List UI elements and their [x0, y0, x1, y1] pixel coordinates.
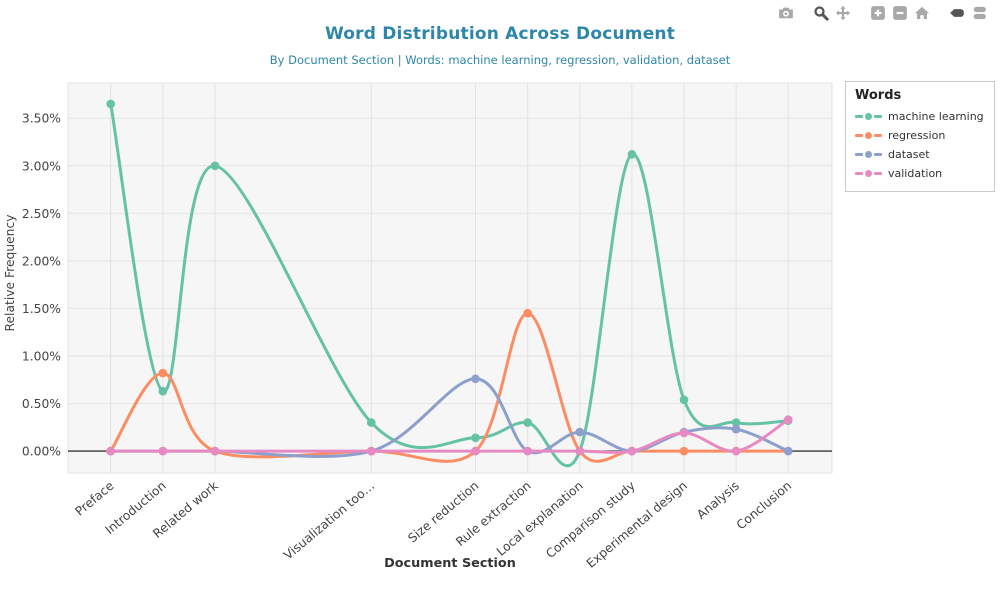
data-point-machine-learning[interactable]: [679, 395, 689, 405]
data-point-validation[interactable]: [106, 446, 115, 456]
y-axis-title: Relative Frequency: [3, 214, 17, 331]
x-tick-label: Visualization too…: [281, 479, 377, 563]
legend-title: Words: [855, 88, 902, 103]
data-point-dataset[interactable]: [575, 427, 585, 437]
modebar-group-dragmode: [810, 5, 854, 21]
x-tick-label: Conclusion: [734, 479, 794, 533]
data-point-machine-learning[interactable]: [158, 386, 168, 396]
y-tick-label: 0.00%: [22, 445, 61, 459]
data-point-validation[interactable]: [627, 446, 637, 456]
data-point-machine-learning[interactable]: [731, 418, 741, 427]
camera-icon: [779, 7, 793, 19]
data-point-dataset[interactable]: [783, 446, 793, 456]
data-point-validation[interactable]: [783, 415, 793, 425]
legend-marker: [855, 169, 882, 178]
modebar-group-zoom: [867, 5, 933, 21]
x-tick-label: Local explanation: [494, 479, 586, 559]
y-tick-label: 0.50%: [22, 397, 61, 411]
data-point-machine-learning[interactable]: [106, 99, 115, 109]
legend-item-label: dataset: [888, 148, 930, 161]
x-tick-label: Analysis: [694, 479, 742, 522]
data-point-validation[interactable]: [158, 446, 168, 456]
x-axis-title: Document Section: [384, 556, 516, 571]
hover-closest-button[interactable]: [946, 5, 968, 21]
data-point-regression[interactable]: [679, 446, 689, 456]
zoom-out-icon: [893, 6, 907, 20]
plotly-modebar: [762, 5, 990, 21]
legend: Words machine learning regression dataset v…: [845, 81, 995, 192]
zoom-in-icon: [871, 6, 885, 20]
legend-marker: [855, 150, 882, 159]
data-point-machine-learning[interactable]: [627, 150, 637, 159]
data-point-machine-learning[interactable]: [210, 161, 220, 171]
data-point-validation[interactable]: [367, 446, 376, 456]
legend-marker: [855, 131, 882, 140]
y-tick-label: 2.50%: [22, 207, 61, 221]
series-line-validation: [109, 418, 790, 454]
zoom-icon: [814, 6, 829, 21]
legend-item-dataset[interactable]: dataset: [855, 145, 984, 164]
data-point-validation[interactable]: [210, 446, 220, 456]
data-point-validation[interactable]: [471, 446, 480, 456]
pan-button[interactable]: [832, 5, 854, 21]
y-tick-label: 1.50%: [22, 302, 61, 316]
chart-title: Word Distribution Across Document: [324, 24, 676, 44]
legend-marker: [855, 112, 882, 121]
zoom-button[interactable]: [810, 5, 832, 21]
hover-closest-icon: [950, 9, 964, 17]
data-point-validation[interactable]: [523, 446, 532, 456]
y-tick-label: 1.00%: [22, 350, 61, 364]
x-tick-label: Experimental design: [584, 479, 690, 571]
plot-area[interactable]: [67, 82, 833, 474]
y-tick-label: 3.00%: [22, 159, 61, 173]
modebar-group-hover: [946, 5, 990, 21]
zoom-out-button[interactable]: [889, 5, 911, 21]
data-point-validation[interactable]: [679, 428, 689, 438]
legend-items: machine learning regression dataset validat…: [855, 107, 984, 183]
x-tick-label: Comparison study: [543, 479, 638, 561]
legend-item-machine-learning[interactable]: machine learning: [855, 107, 984, 126]
data-point-regression[interactable]: [158, 368, 168, 378]
zoom-in-button[interactable]: [867, 5, 889, 21]
pan-icon: [835, 5, 851, 21]
home-icon: [914, 6, 930, 19]
hover-compare-button[interactable]: [968, 5, 990, 21]
hover-compare-icon: [973, 6, 986, 20]
legend-item-regression[interactable]: regression: [855, 126, 984, 145]
data-point-regression[interactable]: [523, 308, 532, 318]
y-tick-label: 2.00%: [22, 254, 61, 268]
legend-item-label: validation: [888, 167, 943, 180]
legend-item-validation[interactable]: validation: [855, 164, 984, 183]
chart-subtitle: By Document Section | Words: machine lea…: [269, 53, 731, 67]
home-button[interactable]: [911, 5, 933, 21]
data-point-dataset[interactable]: [731, 424, 741, 434]
series-line-machine-learning: [109, 102, 790, 468]
x-tick-label: Preface: [73, 479, 117, 519]
data-point-validation[interactable]: [575, 446, 585, 456]
modebar-group-image: [775, 5, 797, 21]
legend-item-label: machine learning: [888, 110, 984, 123]
legend-item-label: regression: [888, 129, 946, 142]
data-point-validation[interactable]: [731, 446, 741, 456]
data-point-dataset[interactable]: [471, 374, 480, 384]
data-point-machine-learning[interactable]: [471, 433, 480, 443]
data-point-machine-learning[interactable]: [523, 418, 532, 427]
data-point-machine-learning[interactable]: [367, 418, 376, 427]
camera-button[interactable]: [775, 5, 797, 21]
y-tick-label: 3.50%: [22, 112, 61, 126]
